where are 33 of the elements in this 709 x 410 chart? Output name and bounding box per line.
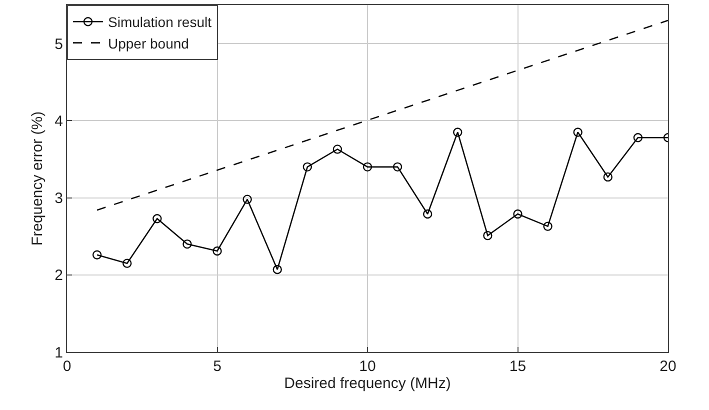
point [212, 246, 222, 256]
point [122, 258, 132, 268]
y-tick-label: 2 [54, 267, 63, 284]
y-tick-label: 5 [54, 36, 63, 53]
x-tick-label: 0 [62, 358, 72, 375]
point [182, 239, 192, 249]
point [272, 264, 282, 274]
point [302, 162, 312, 172]
x-tick-label: 15 [509, 358, 526, 375]
y-axis-title: Frequency error (%) [28, 111, 46, 246]
point [332, 144, 342, 154]
point [513, 209, 522, 219]
point [242, 194, 252, 204]
point [423, 209, 432, 219]
point [392, 162, 402, 172]
point [573, 128, 582, 137]
x-tick-label: 10 [359, 358, 376, 375]
point [453, 128, 462, 137]
y-tick-label: 4 [54, 112, 63, 130]
y-tick-label: 3 [54, 190, 63, 208]
point [633, 133, 643, 142]
legend-label: Simulation result [108, 14, 212, 30]
x-axis-title: Desired frequency (MHz) [284, 375, 451, 392]
point [483, 230, 492, 240]
point [603, 172, 612, 182]
point [543, 222, 552, 231]
point [152, 214, 162, 224]
legend-label: Upper bound [108, 35, 189, 52]
point [92, 250, 102, 260]
point [362, 162, 372, 172]
y-tick-label: 1 [54, 344, 63, 362]
x-tick-label: 5 [213, 358, 222, 375]
x-tick-label: 20 [660, 358, 676, 375]
